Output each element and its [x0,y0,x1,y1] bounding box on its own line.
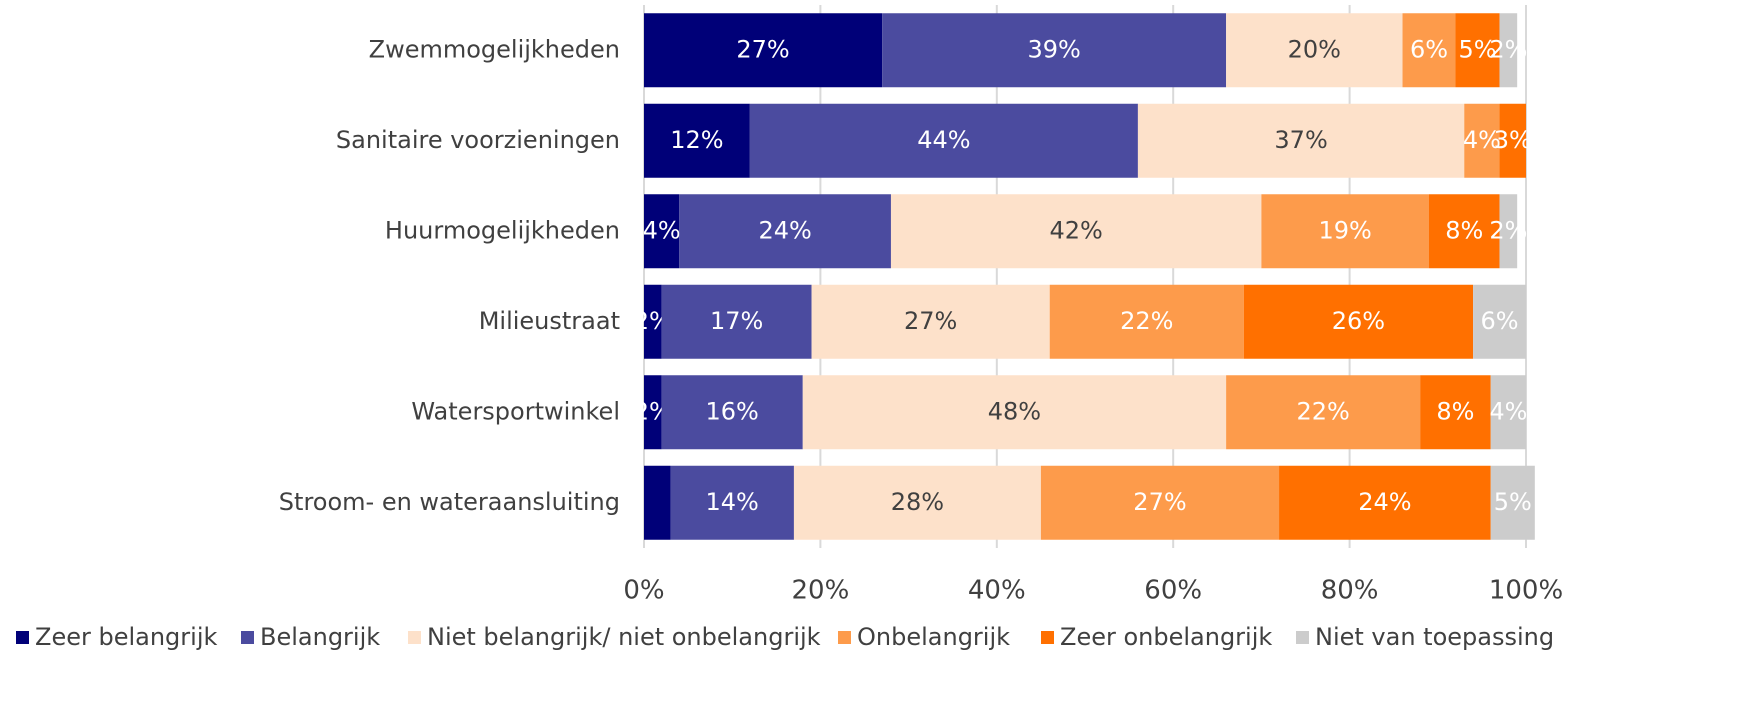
data-label: 27% [904,307,957,335]
legend-label: Niet van toepassing [1315,623,1554,651]
data-label: 26% [1332,307,1385,335]
bar-segment [1040,465,1280,540]
data-label: 17% [710,307,763,335]
data-label: 22% [1120,307,1173,335]
data-label: 16% [706,397,759,425]
category-label: Sanitaire voorzieningen [336,126,620,154]
bar-segment [670,465,794,540]
data-label: 4% [1489,397,1527,425]
bar-segment [1226,375,1421,450]
x-tick-label: 80% [1321,576,1379,606]
data-label: 6% [1481,307,1519,335]
data-label: 3% [1494,126,1532,154]
bar-segment [644,375,662,450]
legend-label: Belangrijk [260,623,380,651]
bar-segment [1464,103,1500,178]
bar-segment [1455,13,1500,88]
bar-segment [1402,13,1456,88]
bar-segment [811,284,1050,359]
data-label: 28% [891,488,944,516]
data-label: 39% [1027,35,1080,63]
bar-segment [1428,194,1500,269]
bar-segment [1499,194,1518,269]
data-label: 42% [1050,216,1103,244]
data-label: 44% [917,126,970,154]
bar-segment [1420,375,1491,450]
data-label: 20% [1288,35,1341,63]
x-tick-label: 0% [623,576,664,606]
legend-label: Niet belangrijk/ niet onbelangrijk [427,623,821,651]
data-label: 8% [1436,397,1474,425]
bar-segment [661,284,812,359]
bar-segment [644,13,883,88]
bar-segment [644,103,750,178]
data-label: 27% [736,35,789,63]
bar-segment [1490,375,1526,450]
data-label: 48% [988,397,1041,425]
legend-swatch [1296,631,1309,644]
data-label: 4% [643,216,681,244]
bar-segment [644,465,671,540]
bar-segment [644,194,680,269]
bar-segment [644,284,662,359]
category-label: Huurmogelijkheden [385,216,620,244]
legend-swatch [241,631,254,644]
legend-swatch [16,631,29,644]
bar-segment [793,465,1041,540]
bar-segment [1279,465,1491,540]
category-label: Stroom- en wateraansluiting [279,488,620,516]
bar-segment [1243,284,1474,359]
category-label: Milieustraat [479,307,620,335]
x-tick-label: 100% [1489,576,1563,606]
bar-segment [882,13,1227,88]
data-label: 12% [670,126,723,154]
category-label: Zwemmogelijkheden [369,35,620,63]
legend-label: Zeer onbelangrijk [1060,623,1272,651]
data-label: 5% [1458,35,1496,63]
category-label: Watersportwinkel [411,397,620,425]
data-label: 6% [1410,35,1448,63]
x-tick-label: 60% [1144,576,1202,606]
x-tick-label: 20% [792,576,850,606]
data-label: 5% [1494,488,1532,516]
legend-swatch [838,631,851,644]
data-label: 37% [1274,126,1327,154]
bar-segment [802,375,1227,450]
bar-segment [1049,284,1244,359]
bar-segment [1499,13,1518,88]
legend-swatch [1041,631,1054,644]
data-label: 14% [706,488,759,516]
bar-segment [1226,13,1403,88]
bar-segment [749,103,1138,178]
x-tick-label: 40% [968,576,1026,606]
bar-segment [890,194,1262,269]
bar-segment [1261,194,1429,269]
data-label: 4% [1463,126,1501,154]
legend-swatch [408,631,421,644]
data-label: 19% [1319,216,1372,244]
legend-label: Onbelangrijk [857,623,1010,651]
data-label: 2% [1489,35,1527,63]
data-label: 27% [1133,488,1186,516]
bar-segment [661,375,803,450]
bar-segment [679,194,891,269]
bar-segment [1473,284,1526,359]
bar-segment [1499,103,1526,178]
bar-segment [1490,465,1535,540]
data-label: 2% [1489,216,1527,244]
data-label: 24% [1358,488,1411,516]
bar-segment [1137,103,1465,178]
data-label: 24% [758,216,811,244]
legend-label: Zeer belangrijk [35,623,217,651]
data-label: 8% [1445,216,1483,244]
data-label: 22% [1296,397,1349,425]
